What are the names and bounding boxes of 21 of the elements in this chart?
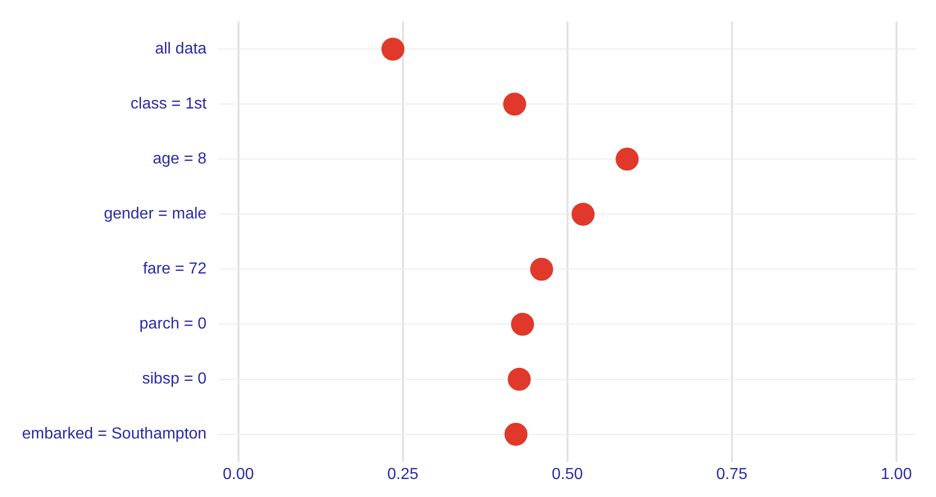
point <box>504 422 528 446</box>
y-tick-label: class = 1st <box>130 96 208 113</box>
y-tick-label: embarked = Southampton <box>22 426 207 443</box>
point <box>530 258 554 281</box>
x-tick-label: 1.00 <box>880 466 912 483</box>
point <box>511 312 534 336</box>
point <box>572 202 595 226</box>
x-tick-label: 0.75 <box>716 466 748 483</box>
y-tick-label: all data <box>154 40 207 58</box>
y-tick-label: parch = 0 <box>139 316 207 333</box>
point <box>508 368 531 391</box>
x-tick-label: 0.00 <box>222 466 254 483</box>
y-tick-label: gender = male <box>104 206 207 223</box>
y-tick-label: sibsp = 0 <box>142 370 207 388</box>
point <box>503 92 526 116</box>
point <box>381 38 404 61</box>
x-tick-label: 0.50 <box>552 466 583 483</box>
point <box>616 148 639 171</box>
x-tick-label: 0.25 <box>387 466 418 483</box>
y-tick-label: age = 8 <box>152 150 207 168</box>
y-tick-label: fare = 72 <box>142 260 207 278</box>
